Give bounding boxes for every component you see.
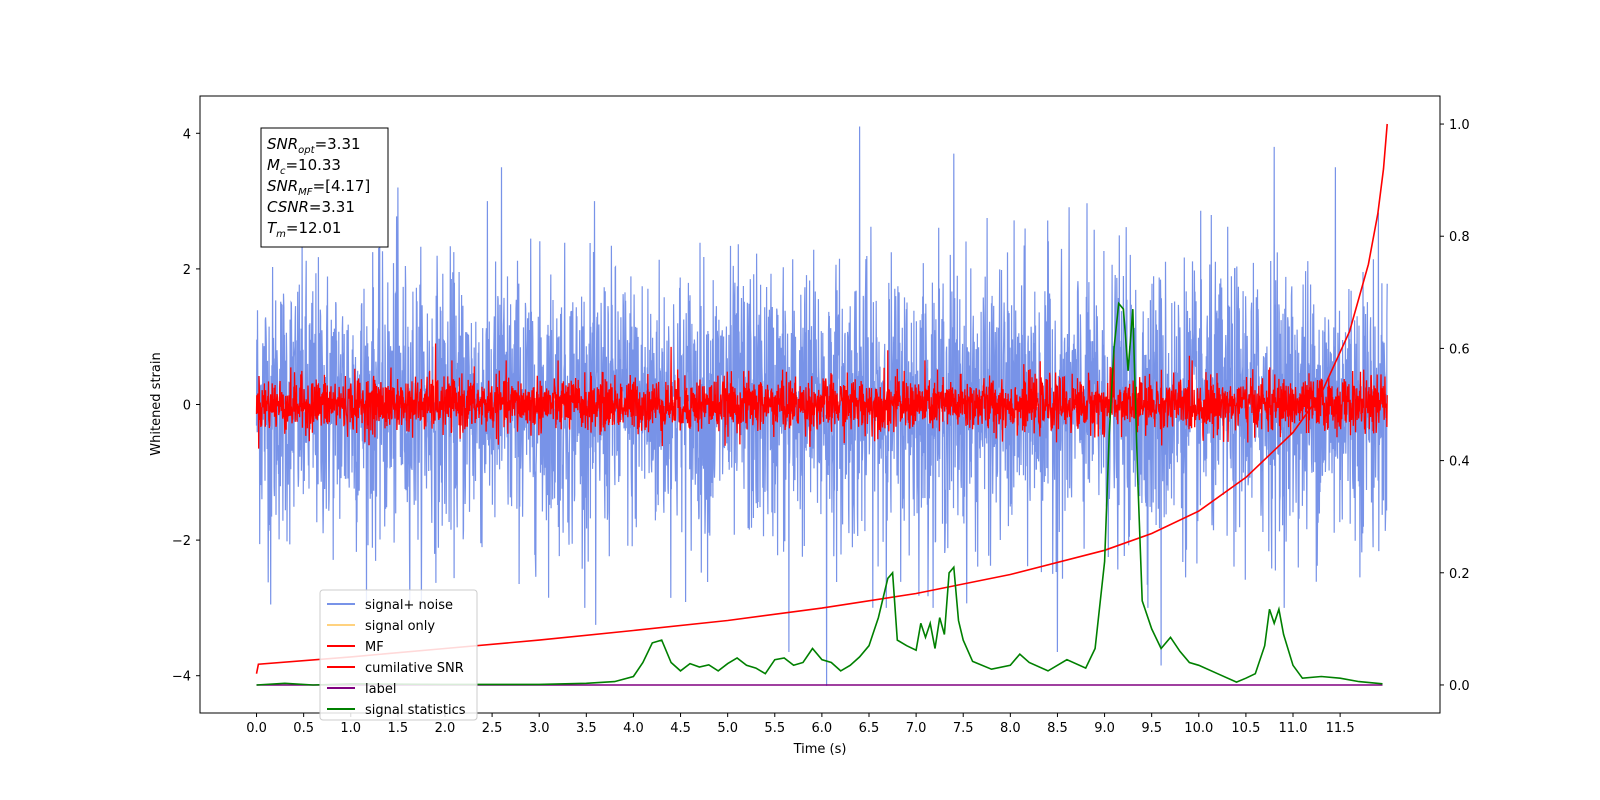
- y2-tick-label: 1.0: [1449, 118, 1470, 133]
- series-mf-line: [255, 343, 1388, 449]
- x-tick-label: 2.0: [435, 721, 456, 736]
- y2-tick-label: 0.0: [1449, 679, 1470, 694]
- x-tick-label: 3.0: [529, 721, 550, 736]
- y2-tick-label: 0.4: [1449, 455, 1470, 470]
- legend-entry-label: signal only: [365, 619, 435, 634]
- y-axis-label: Whitened strain: [149, 352, 164, 455]
- info-box-line: SNRopt=3.31: [267, 135, 361, 156]
- x-tick-label: 9.0: [1094, 721, 1115, 736]
- series-line-path: [255, 126, 1388, 686]
- x-tick-label: 4.5: [670, 721, 691, 736]
- x-tick-label: 11.0: [1279, 721, 1308, 736]
- x-tick-label: 5.5: [764, 721, 785, 736]
- legend: signal+ noise signal only MF cumilative SNR…: [319, 589, 478, 721]
- info-box-line: Mc=10.33: [267, 156, 341, 177]
- x-tick-label: 8.0: [1000, 721, 1021, 736]
- legend-entry-label: signal+ noise: [365, 598, 453, 613]
- y-tick-label: 4: [183, 127, 191, 142]
- x-tick-label: 7.5: [953, 721, 974, 736]
- x-tick-label: 2.5: [482, 721, 503, 736]
- info-box-frame: [260, 127, 389, 248]
- x-tick-label: 9.5: [1141, 721, 1162, 736]
- x-tick-label: 6.0: [812, 721, 833, 736]
- x-tick-label: 10.0: [1184, 721, 1213, 736]
- y2-axis-ticks: 0.0 0.2 0.4 0.6 0.8 1.0: [1440, 118, 1470, 694]
- info-box-line: SNRMF=[4.17]: [267, 177, 370, 198]
- x-tick-label: 11.5: [1326, 721, 1355, 736]
- legend-entry-label: signal statistics: [365, 703, 466, 718]
- y-tick-label: −2: [172, 534, 191, 549]
- y2-tick-label: 0.8: [1449, 230, 1470, 245]
- x-tick-label: 0.0: [246, 721, 267, 736]
- y2-tick-label: 0.6: [1449, 342, 1470, 357]
- y-tick-label: 0: [183, 399, 191, 414]
- y2-tick-label: 0.2: [1449, 567, 1470, 582]
- y-tick-label: −4: [172, 670, 191, 685]
- series-line-path: [255, 343, 1388, 449]
- x-tick-label: 6.5: [859, 721, 880, 736]
- series-signal-statistics-line: [256, 301, 1383, 686]
- x-tick-label: 1.5: [388, 721, 409, 736]
- series-line-path: [256, 301, 1383, 686]
- legend-frame: [319, 589, 478, 721]
- series-signal-noise-line: [255, 126, 1388, 686]
- legend-entry-label: label: [365, 682, 396, 697]
- x-tick-label: 3.5: [576, 721, 597, 736]
- x-tick-label: 7.0: [906, 721, 927, 736]
- x-tick-label: 5.0: [717, 721, 738, 736]
- x-tick-label: 4.0: [623, 721, 644, 736]
- legend-entry-label: MF: [365, 640, 384, 655]
- x-tick-label: 10.5: [1231, 721, 1260, 736]
- info-box: SNRopt=3.31Mc=10.33SNRMF=[4.17]CSNR=3.31…: [260, 127, 389, 248]
- y-axis-ticks: −4 −2 0 2 4: [172, 127, 200, 685]
- y-tick-label: 2: [183, 263, 191, 278]
- x-tick-label: 1.0: [340, 721, 361, 736]
- legend-entry-label: cumilative SNR: [365, 661, 464, 676]
- x-tick-label: 8.5: [1047, 721, 1068, 736]
- info-box-line: Tm=12.01: [267, 219, 341, 240]
- x-axis-ticks: 0.0 0.5 1.0 1.5 2.0 2.5 3.0 3.5 4.0 4.5 5.0 5.5 6.0 6…: [246, 713, 1355, 736]
- info-box-line: CSNR=3.31: [267, 198, 355, 216]
- x-tick-label: 0.5: [293, 721, 314, 736]
- x-axis-label: Time (s): [793, 742, 847, 757]
